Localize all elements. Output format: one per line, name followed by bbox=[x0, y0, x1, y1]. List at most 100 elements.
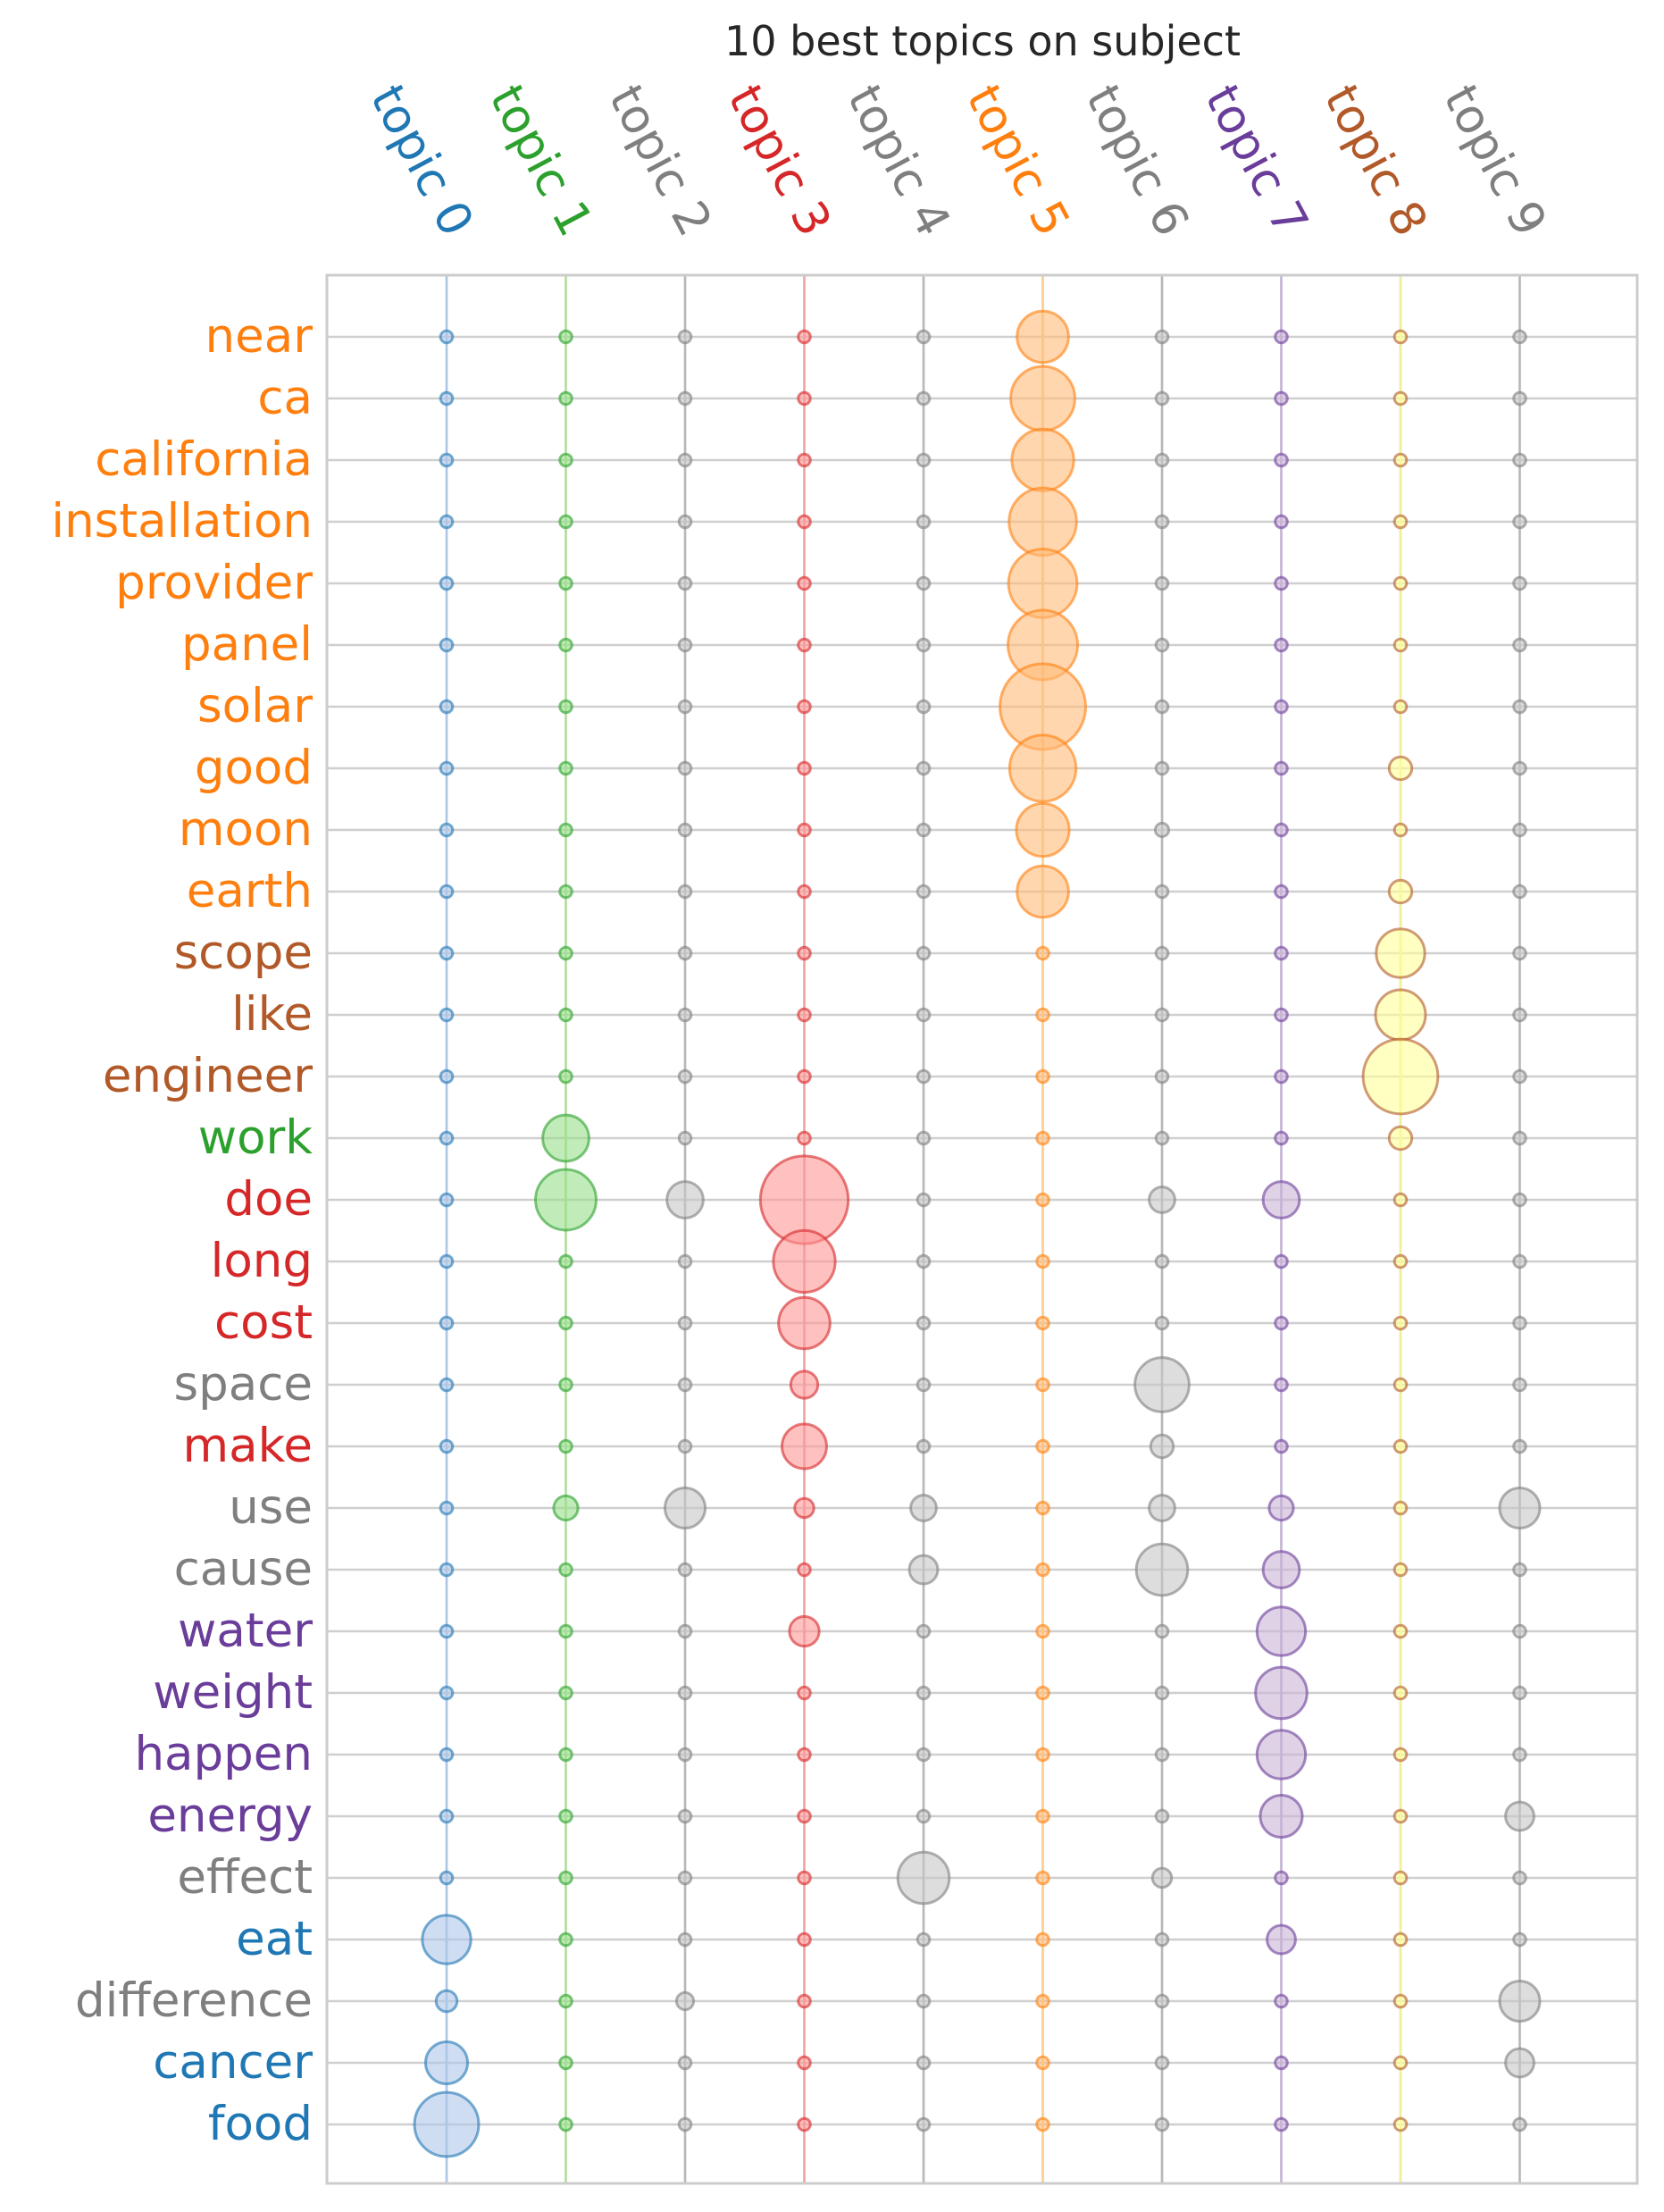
bubble bbox=[1392, 329, 1409, 345]
bubble bbox=[1274, 822, 1289, 838]
bubble bbox=[1016, 309, 1070, 364]
bubble bbox=[797, 514, 812, 530]
bubble bbox=[916, 2055, 932, 2071]
bubble bbox=[1274, 884, 1289, 900]
bubble bbox=[916, 1993, 932, 2009]
bubble bbox=[1392, 1931, 1409, 1948]
word-label: space bbox=[174, 1357, 313, 1412]
bubble bbox=[558, 1808, 573, 1824]
bubble bbox=[677, 1438, 693, 1454]
bubble bbox=[1512, 514, 1527, 530]
bubble bbox=[1274, 945, 1289, 961]
bubble bbox=[797, 1007, 812, 1023]
bubble bbox=[677, 329, 693, 345]
bubble bbox=[1009, 364, 1076, 432]
word-label: energy bbox=[147, 1789, 313, 1843]
bubble bbox=[1392, 514, 1409, 530]
bubble bbox=[677, 637, 693, 653]
bubble bbox=[439, 1623, 455, 1639]
bubble bbox=[677, 2055, 693, 2071]
bubble bbox=[677, 1315, 693, 1331]
bubble bbox=[797, 1993, 812, 2009]
bubble bbox=[677, 1253, 693, 1269]
bubble bbox=[558, 1253, 573, 1269]
bubble bbox=[439, 390, 455, 406]
bubble bbox=[1154, 1130, 1170, 1146]
bubble bbox=[558, 1315, 573, 1331]
bubble bbox=[1255, 1605, 1308, 1657]
bubble bbox=[1154, 329, 1170, 345]
bubble bbox=[1274, 760, 1289, 776]
bubble bbox=[1261, 1180, 1301, 1219]
bubble bbox=[797, 1870, 812, 1886]
bubble bbox=[1154, 2055, 1170, 2071]
bubble bbox=[677, 1623, 693, 1639]
word-label: scope bbox=[174, 926, 313, 980]
bubble bbox=[439, 452, 455, 468]
bubble bbox=[1392, 2055, 1409, 2071]
bubble bbox=[677, 1377, 693, 1393]
bubble bbox=[558, 2116, 573, 2132]
word-label: cost bbox=[214, 1295, 313, 1350]
bubble bbox=[558, 945, 573, 961]
bubble bbox=[1504, 2047, 1535, 2079]
bubble bbox=[1035, 1747, 1050, 1763]
bubble bbox=[1392, 2116, 1409, 2132]
bubble bbox=[1274, 1130, 1289, 1146]
bubble bbox=[1154, 2116, 1170, 2132]
bubble bbox=[439, 1438, 455, 1454]
bubble bbox=[439, 1130, 455, 1146]
bubble bbox=[1154, 1808, 1170, 1824]
bubble bbox=[1392, 575, 1409, 591]
bubble bbox=[439, 575, 455, 591]
bubble bbox=[916, 699, 932, 715]
bubble bbox=[1254, 1665, 1309, 1721]
bubble bbox=[665, 1180, 705, 1219]
bubble bbox=[916, 1808, 932, 1824]
bubble bbox=[1392, 1438, 1409, 1454]
bubble bbox=[1035, 1500, 1050, 1516]
bubble bbox=[1035, 945, 1050, 961]
bubble bbox=[916, 575, 932, 591]
bubble bbox=[558, 329, 573, 345]
bubble bbox=[1392, 699, 1409, 715]
bubble bbox=[1154, 1068, 1170, 1085]
bubble bbox=[434, 1989, 459, 2014]
word-label: food bbox=[208, 2097, 313, 2151]
bubble bbox=[1512, 1438, 1527, 1454]
bubble bbox=[1150, 1866, 1174, 1889]
bubble bbox=[558, 1562, 573, 1578]
bubble bbox=[1154, 1315, 1170, 1331]
word-label: use bbox=[229, 1480, 313, 1535]
chart-title: 10 best topics on subject bbox=[724, 17, 1241, 65]
bubble bbox=[1392, 1808, 1409, 1824]
bubble bbox=[1512, 2116, 1527, 2132]
bubble bbox=[558, 452, 573, 468]
bubble bbox=[421, 1914, 472, 1965]
bubble bbox=[1512, 1685, 1527, 1701]
bubble bbox=[916, 1931, 932, 1948]
bubble bbox=[677, 1562, 693, 1578]
word-label: make bbox=[182, 1419, 313, 1473]
bubble bbox=[916, 1253, 932, 1269]
bubble bbox=[558, 1068, 573, 1085]
bubble bbox=[916, 822, 932, 838]
bubble bbox=[1274, 699, 1289, 715]
bubble bbox=[1387, 755, 1414, 782]
bubble bbox=[677, 760, 693, 776]
bubble bbox=[558, 699, 573, 715]
bubble bbox=[677, 884, 693, 900]
bubble bbox=[1035, 1068, 1050, 1085]
bubble bbox=[788, 1614, 821, 1648]
bubble bbox=[1154, 390, 1170, 406]
bubble bbox=[1512, 1130, 1527, 1146]
bubble bbox=[916, 1623, 932, 1639]
bubble bbox=[1154, 760, 1170, 776]
bubble bbox=[1274, 575, 1289, 591]
bubble bbox=[916, 1315, 932, 1331]
bubble bbox=[439, 884, 455, 900]
bubble bbox=[439, 1870, 455, 1886]
bubble bbox=[797, 884, 812, 900]
bubble bbox=[1392, 1562, 1409, 1578]
